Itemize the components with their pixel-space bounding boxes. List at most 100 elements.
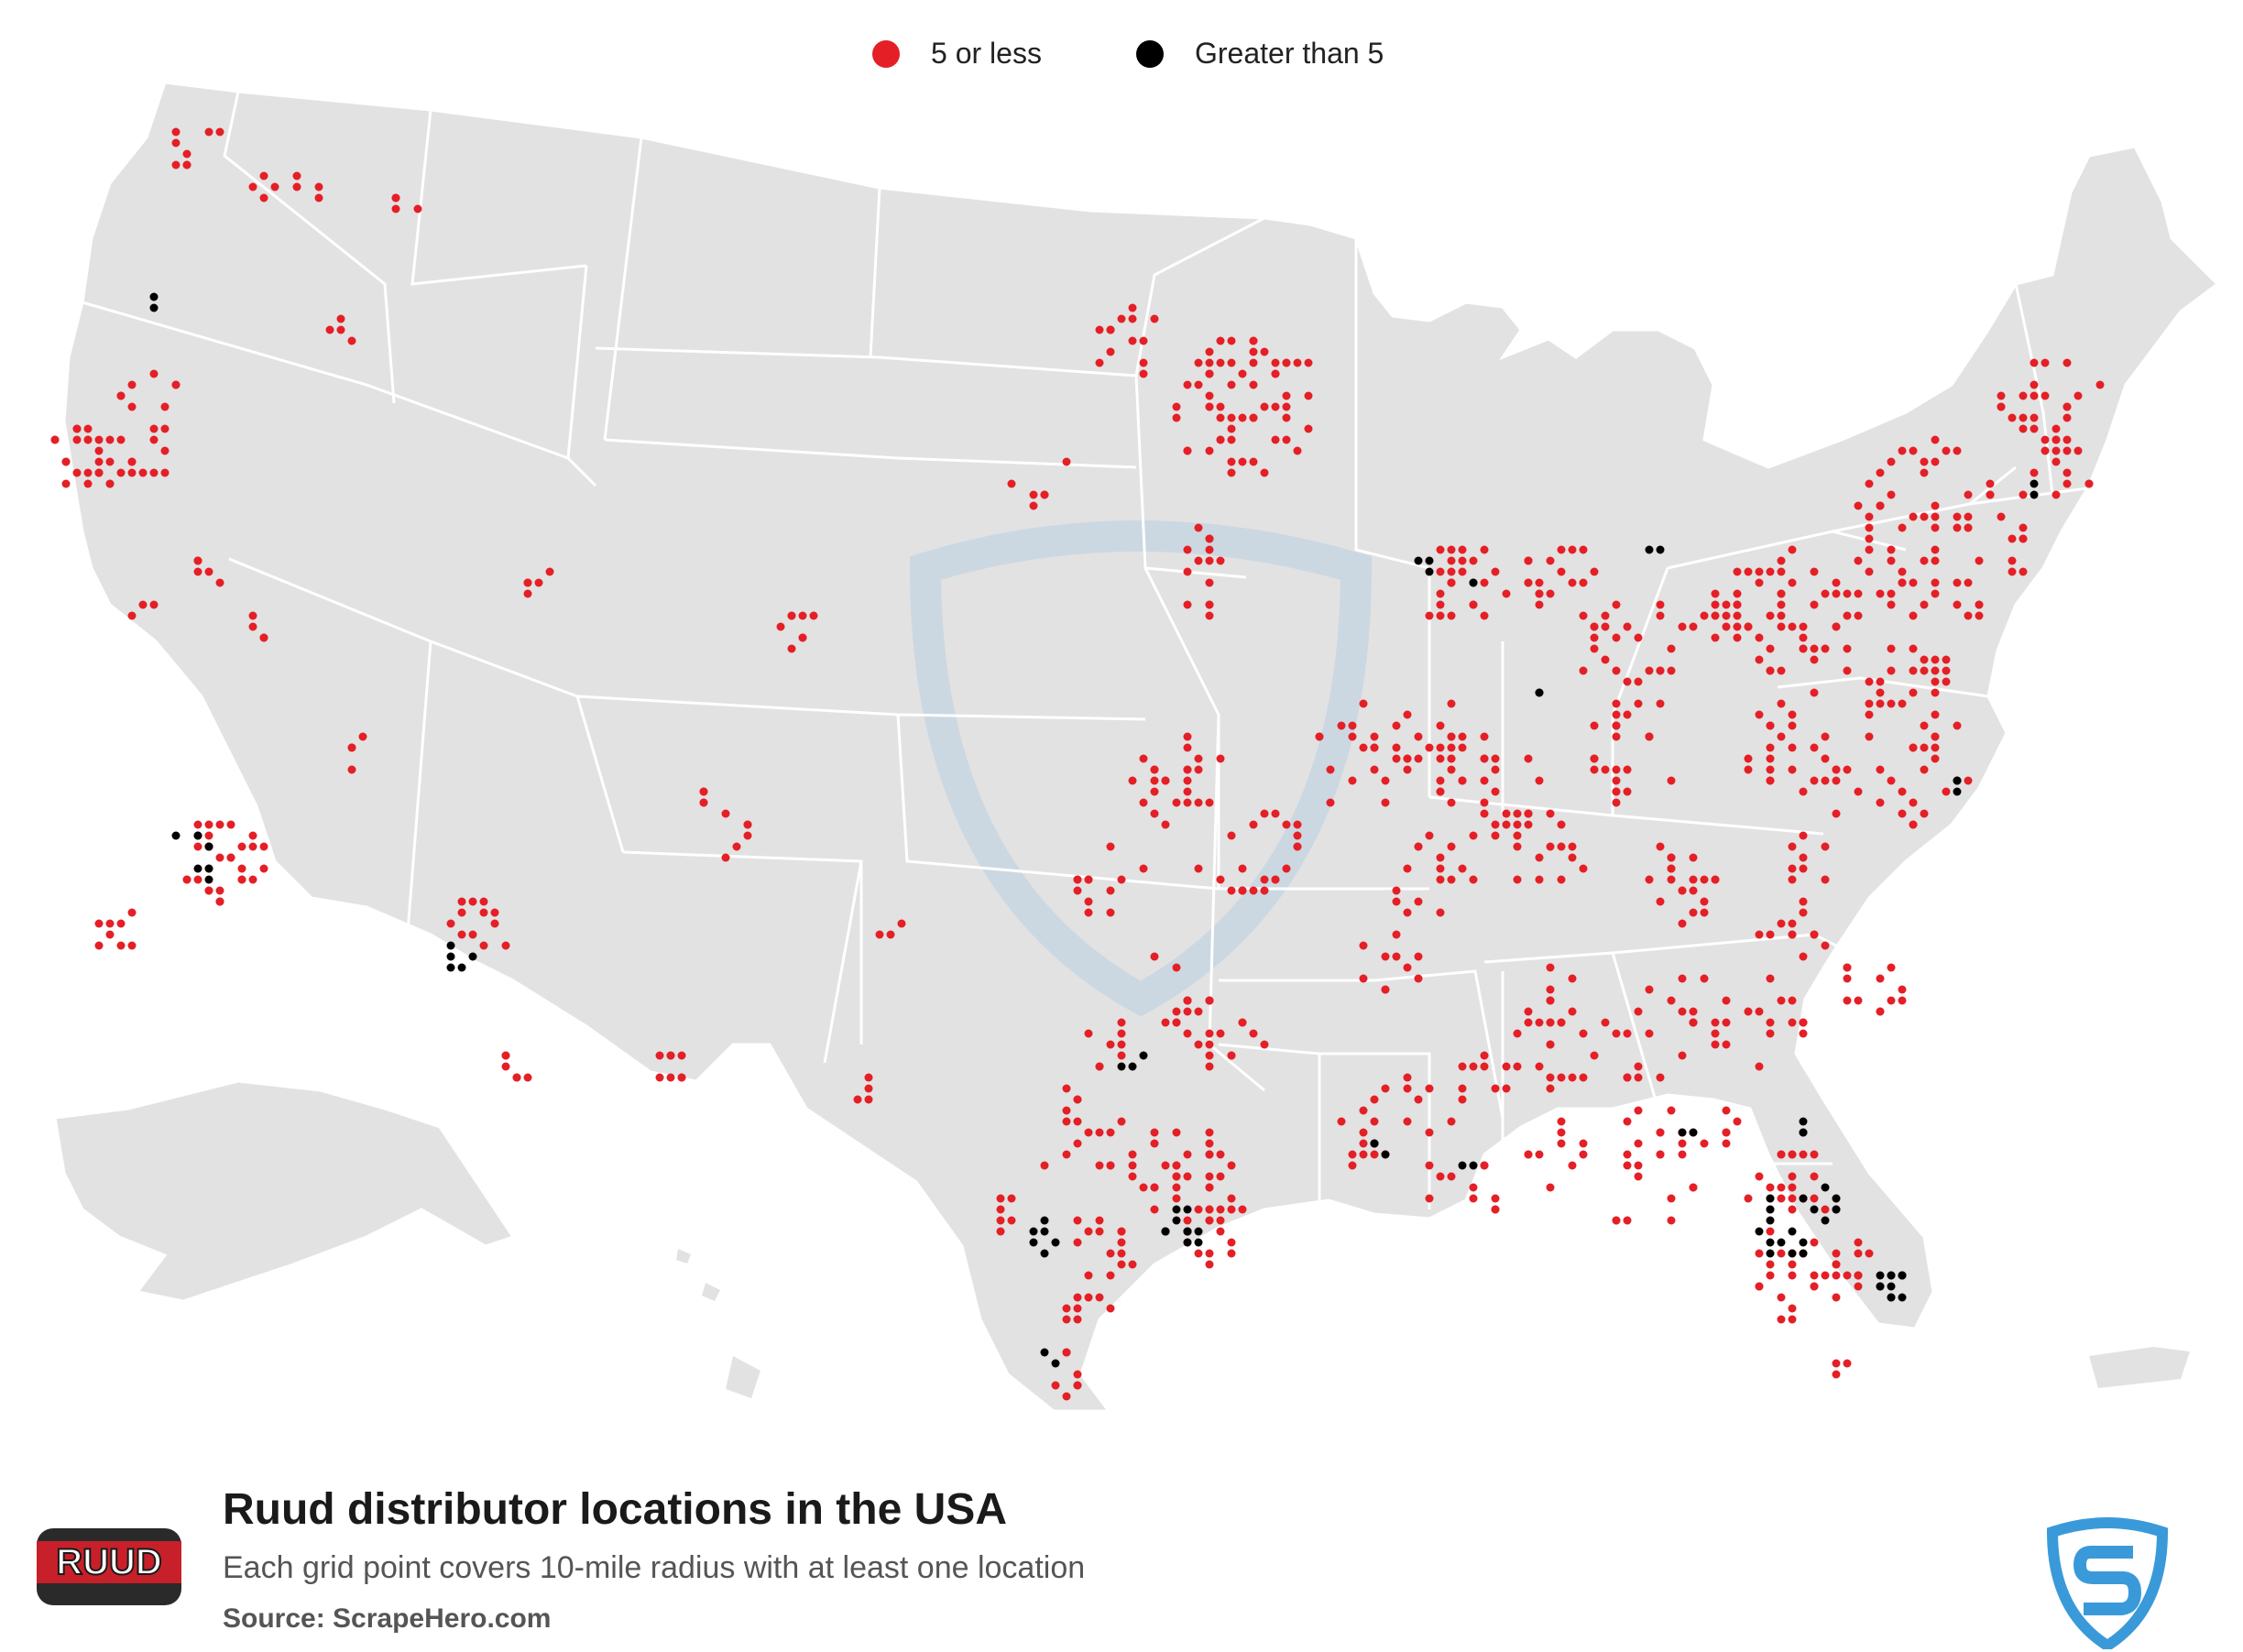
distributor-point-5-or-less (347, 743, 356, 752)
distributor-point-5-or-less (1876, 765, 1885, 774)
distributor-point-5-or-less (1392, 897, 1401, 906)
distributor-point-5-or-less (1678, 1139, 1687, 1148)
distributor-point-5-or-less (721, 853, 730, 862)
distributor-point-5-or-less (1953, 721, 1962, 730)
distributor-point-5-or-less (226, 853, 235, 862)
distributor-point-5-or-less (1513, 1062, 1522, 1071)
distributor-point-5-or-less (1964, 490, 1973, 499)
distributor-point-5-or-less (1854, 1271, 1863, 1280)
distributor-point-5-or-less (1172, 413, 1181, 422)
distributor-point-5-or-less (501, 941, 510, 950)
distributor-point-5-or-less (1293, 842, 1302, 851)
distributor-point-5-or-less (336, 314, 345, 323)
distributor-point-5-or-less (1656, 600, 1665, 609)
distributor-point-5-or-less (1183, 776, 1192, 785)
distributor-point-5-or-less (1832, 578, 1841, 587)
distributor-point-5-or-less (1931, 710, 1940, 719)
distributor-point-5-or-less (523, 578, 532, 587)
distributor-point-5-or-less (1491, 831, 1500, 840)
distributor-point-5-or-less (149, 424, 159, 433)
distributor-point-5-or-less (1084, 875, 1093, 884)
distributor-point-greater-than-5 (1458, 1161, 1467, 1170)
distributor-point-5-or-less (1370, 1150, 1379, 1159)
distributor-point-5-or-less (1810, 1194, 1819, 1203)
distributor-point-greater-than-5 (1469, 1161, 1478, 1170)
distributor-point-5-or-less (1733, 567, 1742, 576)
distributor-point-5-or-less (1623, 765, 1632, 774)
distributor-point-5-or-less (1436, 589, 1445, 598)
distributor-point-5-or-less (1183, 1150, 1192, 1159)
distributor-point-5-or-less (1777, 1249, 1786, 1258)
distributor-point-5-or-less (996, 1216, 1005, 1225)
distributor-point-5-or-less (1777, 556, 1786, 565)
distributor-point-5-or-less (1711, 1040, 1720, 1049)
distributor-point-5-or-less (1436, 787, 1445, 796)
distributor-point-5-or-less (1535, 1018, 1544, 1027)
distributor-point-greater-than-5 (1766, 1238, 1775, 1247)
distributor-point-5-or-less (1260, 875, 1269, 884)
distributor-point-5-or-less (1678, 1051, 1687, 1060)
distributor-point-5-or-less (1282, 413, 1291, 422)
distributor-point-5-or-less (1810, 644, 1819, 653)
distributor-point-5-or-less (413, 204, 422, 213)
distributor-point-5-or-less (1678, 1007, 1687, 1016)
distributor-point-5-or-less (1590, 567, 1599, 576)
distributor-point-5-or-less (1689, 853, 1698, 862)
distributor-point-5-or-less (237, 842, 246, 851)
distributor-point-5-or-less (1810, 930, 1819, 939)
distributor-point-5-or-less (1205, 996, 1214, 1005)
distributor-point-5-or-less (1865, 512, 1874, 521)
distributor-point-5-or-less (1073, 886, 1082, 895)
distributor-point-5-or-less (1931, 732, 1940, 741)
distributor-point-5-or-less (1678, 1150, 1687, 1159)
distributor-point-5-or-less (1876, 1007, 1885, 1016)
distributor-point-5-or-less (1227, 1249, 1236, 1258)
distributor-point-5-or-less (1777, 1183, 1786, 1192)
distributor-point-5-or-less (1436, 743, 1445, 752)
distributor-point-5-or-less (1667, 1106, 1676, 1115)
distributor-point-5-or-less (1381, 952, 1390, 961)
distributor-point-5-or-less (1766, 776, 1775, 785)
distributor-point-5-or-less (1667, 996, 1676, 1005)
distributor-point-5-or-less (1832, 1260, 1841, 1269)
distributor-point-5-or-less (1062, 1084, 1071, 1093)
distributor-point-5-or-less (1788, 765, 1797, 774)
distributor-point-greater-than-5 (1953, 787, 1962, 796)
distributor-point-5-or-less (1381, 1084, 1390, 1093)
distributor-point-5-or-less (160, 402, 170, 411)
distributor-point-5-or-less (1447, 754, 1456, 763)
distributor-point-5-or-less (1557, 1117, 1566, 1126)
distributor-point-5-or-less (1194, 1040, 1203, 1049)
distributor-point-5-or-less (1227, 1194, 1236, 1203)
distributor-point-5-or-less (1546, 589, 1555, 598)
distributor-point-5-or-less (1612, 710, 1621, 719)
distributor-point-5-or-less (1216, 435, 1225, 444)
distributor-point-5-or-less (1183, 1029, 1192, 1038)
distributor-point-5-or-less (1898, 787, 1907, 796)
distributor-point-5-or-less (2041, 358, 2050, 367)
distributor-point-5-or-less (1337, 721, 1346, 730)
distributor-point-5-or-less (1480, 578, 1489, 587)
distributor-point-5-or-less (1832, 809, 1841, 818)
distributor-point-5-or-less (1172, 1018, 1181, 1027)
distributor-point-5-or-less (1447, 578, 1456, 587)
distributor-point-5-or-less (116, 941, 126, 950)
distributor-point-5-or-less (1205, 1260, 1214, 1269)
distributor-point-5-or-less (1876, 468, 1885, 477)
distributor-point-5-or-less (1634, 1172, 1643, 1181)
distributor-point-5-or-less (1447, 1172, 1456, 1181)
distributor-point-greater-than-5 (446, 941, 455, 950)
distributor-point-5-or-less (347, 336, 356, 345)
distributor-point-5-or-less (1711, 589, 1720, 598)
distributor-point-5-or-less (1458, 567, 1467, 576)
distributor-point-5-or-less (457, 930, 466, 939)
distributor-point-5-or-less (1436, 1172, 1445, 1181)
distributor-point-5-or-less (1634, 1161, 1643, 1170)
scrapehero-watermark-icon (909, 520, 1373, 1017)
distributor-point-5-or-less (1623, 1150, 1632, 1159)
distributor-point-5-or-less (1392, 930, 1401, 939)
distributor-point-5-or-less (1546, 1018, 1555, 1027)
distributor-point-5-or-less (2030, 468, 2039, 477)
distributor-point-5-or-less (237, 864, 246, 873)
distributor-point-5-or-less (1788, 864, 1797, 873)
